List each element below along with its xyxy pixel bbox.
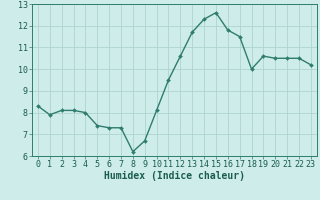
- X-axis label: Humidex (Indice chaleur): Humidex (Indice chaleur): [104, 171, 245, 181]
